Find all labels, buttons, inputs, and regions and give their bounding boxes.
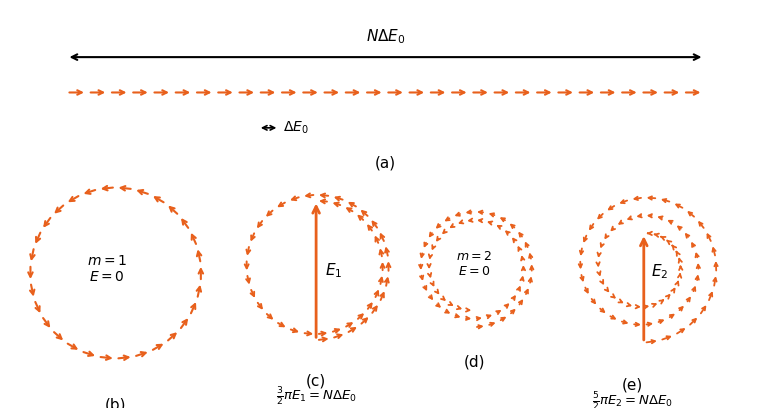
Text: $E_1$: $E_1$ <box>325 261 342 280</box>
Text: $\frac{5}{2}\pi E_2 = N\Delta E_0$: $\frac{5}{2}\pi E_2 = N\Delta E_0$ <box>591 390 673 408</box>
Text: (e): (e) <box>621 377 643 392</box>
Text: $E_2$: $E_2$ <box>651 262 668 281</box>
Text: (c): (c) <box>306 374 326 388</box>
Text: $\frac{3}{2}\pi E_1 = N\Delta E_0$: $\frac{3}{2}\pi E_1 = N\Delta E_0$ <box>275 386 357 408</box>
Text: $m = 2$
$E = 0$: $m = 2$ $E = 0$ <box>456 251 492 278</box>
Text: $N\Delta E_0$: $N\Delta E_0$ <box>365 28 406 46</box>
Text: (b): (b) <box>105 397 126 408</box>
Text: (a): (a) <box>375 155 396 170</box>
Text: (d): (d) <box>463 354 485 369</box>
Text: $m = 1$
$E = 0$: $m = 1$ $E = 0$ <box>87 253 127 284</box>
Text: $\Delta E_0$: $\Delta E_0$ <box>283 120 308 136</box>
